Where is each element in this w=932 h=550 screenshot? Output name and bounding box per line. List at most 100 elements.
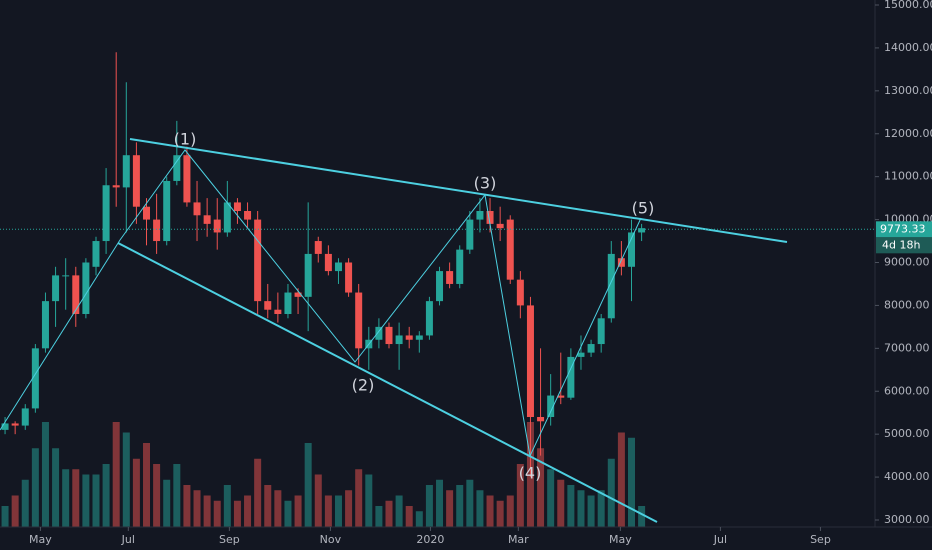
candle-body: [82, 262, 90, 314]
volume-bar: [466, 479, 474, 527]
candle-body: [92, 241, 100, 267]
candle-body: [385, 326, 393, 345]
volume-bar: [395, 495, 403, 527]
candle-body: [132, 155, 140, 207]
candle-body: [153, 219, 161, 242]
y-tick-label: 5000.00: [884, 427, 930, 440]
volume-bar: [587, 495, 595, 527]
volume-bar: [254, 458, 262, 527]
volume-bar: [304, 443, 312, 527]
volume-bar: [233, 500, 241, 527]
candle-body: [72, 275, 80, 314]
volume-bar: [183, 485, 191, 527]
candle-body: [405, 335, 413, 340]
candle-body: [203, 215, 211, 224]
volume-bar: [244, 495, 252, 527]
volume-bar: [274, 490, 282, 527]
candle-body: [355, 292, 363, 349]
candle-body: [223, 202, 231, 233]
y-tick-label: 15000.00: [884, 0, 932, 11]
x-tick-label: Mar: [508, 533, 529, 546]
volume-bar: [557, 479, 565, 527]
candle-body: [254, 219, 262, 302]
volume-bar: [425, 485, 433, 527]
x-tick-label: Jul: [121, 533, 135, 546]
volume-bar: [11, 495, 19, 527]
x-tick-label: Nov: [320, 533, 342, 546]
volume-bar: [617, 432, 625, 527]
candle-body: [607, 253, 615, 319]
y-tick-label: 14000.00: [884, 41, 932, 54]
volume-bar: [122, 432, 130, 527]
volume-bar: [173, 464, 181, 527]
wave-path: [0, 149, 642, 458]
candle-body: [173, 155, 181, 181]
candle-body: [466, 219, 474, 250]
volume-bar: [345, 490, 353, 527]
x-tick-label: Jul: [713, 533, 727, 546]
candle-layer: [1, 52, 646, 478]
wave-label: (2): [352, 376, 375, 395]
volume-bar: [153, 464, 161, 527]
x-tick-label: May: [29, 533, 52, 546]
candle-body: [526, 305, 534, 417]
candle-body: [233, 202, 241, 211]
volume-bar: [456, 485, 464, 527]
candle-body: [516, 279, 524, 306]
volume-bar: [31, 448, 39, 527]
candle-body: [143, 206, 151, 220]
volume-bar: [446, 490, 454, 527]
candle-body: [193, 202, 201, 216]
volume-bar: [324, 495, 332, 527]
volume-bar: [284, 500, 292, 527]
volume-bar: [355, 469, 363, 527]
volume-bar: [496, 500, 504, 527]
volume-bar: [1, 506, 9, 527]
candle-body: [415, 335, 423, 340]
volume-bar: [41, 422, 49, 527]
candle-body: [446, 271, 454, 284]
y-tick-label: 12000.00: [884, 127, 932, 140]
candle-body: [304, 253, 312, 297]
x-tick-label: 2020: [416, 533, 444, 546]
candle-body: [31, 348, 39, 409]
volume-bar: [385, 500, 393, 527]
candle-body: [284, 292, 292, 314]
y-tick-label: 13000.00: [884, 84, 932, 97]
y-tick-label: 4000.00: [884, 470, 930, 483]
candle-body: [425, 301, 433, 336]
volume-bar: [213, 500, 221, 527]
candle-body: [627, 232, 635, 267]
candle-body: [617, 258, 625, 267]
candle-body: [41, 301, 49, 349]
wave-label: (5): [632, 199, 655, 218]
candle-body: [436, 271, 444, 302]
volume-bar: [92, 474, 100, 527]
candle-body: [577, 352, 585, 357]
y-tick-label: 3000.00: [884, 513, 930, 526]
volume-bar: [314, 474, 322, 527]
candle-body: [496, 223, 504, 229]
candle-body: [274, 309, 282, 314]
volume-bar: [365, 474, 373, 527]
volume-bar: [597, 490, 605, 527]
volume-bar: [264, 485, 272, 527]
candle-body: [52, 275, 60, 302]
volume-bar: [375, 506, 383, 527]
volume-bar: [102, 464, 110, 527]
volume-bar: [203, 495, 211, 527]
volume-bar: [21, 479, 29, 527]
candle-body: [163, 180, 171, 242]
volume-bar: [537, 448, 545, 527]
candle-body: [122, 155, 130, 188]
candle-body: [375, 326, 383, 340]
candle-body: [456, 249, 464, 284]
y-tick-label: 8000.00: [884, 298, 930, 311]
volume-bar: [516, 464, 524, 527]
volume-bar: [638, 506, 646, 527]
drawings: [0, 138, 788, 523]
candle-body: [324, 253, 332, 272]
candle-body: [183, 155, 191, 203]
